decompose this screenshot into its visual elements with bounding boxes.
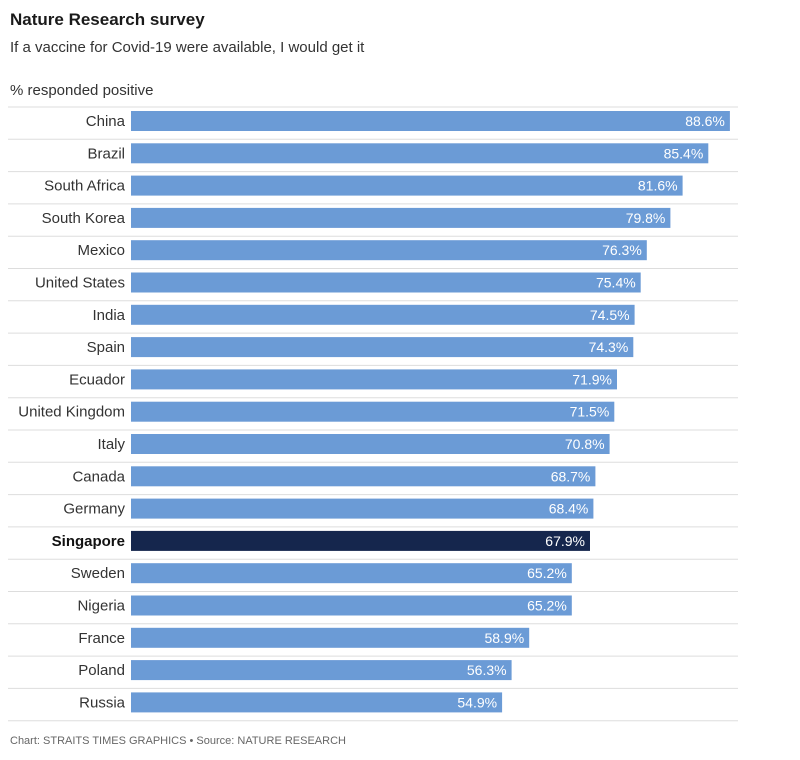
category-label-russia: Russia [79,694,126,711]
category-label-south-africa: South Africa [44,178,126,195]
chart-title: Nature Research survey [10,10,205,29]
category-label-ecuador: Ecuador [69,371,125,388]
category-label-germany: Germany [63,501,125,518]
units-label: % responded positive [10,82,154,99]
bar-france [131,627,530,648]
value-label-germany: 68.4% [549,501,589,517]
category-label-india: India [92,307,125,324]
bar-south-korea [131,207,671,228]
bar-ecuador [131,369,617,390]
chart-credit: Chart: STRAITS TIMES GRAPHICS • Source: … [10,735,346,747]
value-label-ecuador: 71.9% [572,371,612,387]
category-label-spain: Spain [87,339,125,356]
bar-singapore [131,530,590,551]
category-label-south-korea: South Korea [42,210,126,227]
category-label-united-states: United States [35,275,125,292]
bar-south-africa [131,175,683,196]
bar-italy [131,434,610,454]
category-label-france: France [78,630,125,647]
value-label-spain: 74.3% [589,339,629,355]
category-label-canada: Canada [72,468,125,485]
category-label-sweden: Sweden [71,565,125,582]
value-label-singapore: 67.9% [545,533,585,549]
value-label-india: 74.5% [590,307,630,323]
bar-united-states [131,272,641,293]
category-label-brazil: Brazil [87,145,125,162]
value-label-sweden: 65.2% [527,565,567,581]
value-label-south-africa: 81.6% [638,178,678,194]
bar-brazil [131,143,709,164]
value-label-russia: 54.9% [457,694,497,710]
value-label-south-korea: 79.8% [626,210,666,226]
bar-poland [131,660,512,681]
bar-russia [131,692,503,713]
category-label-china: China [86,113,126,130]
value-label-china: 88.6% [685,113,725,129]
value-label-mexico: 76.3% [602,242,642,258]
value-label-nigeria: 65.2% [527,598,567,614]
chart-subtitle: If a vaccine for Covid-19 were available… [10,39,365,56]
bar-china [131,111,730,131]
value-label-canada: 68.7% [551,468,591,484]
category-label-italy: Italy [97,436,125,453]
bar-germany [131,498,594,519]
value-label-brazil: 85.4% [664,145,704,161]
bar-nigeria [131,595,572,616]
value-label-italy: 70.8% [565,436,605,452]
category-label-united-kingdom: United Kingdom [18,404,125,421]
category-label-singapore: Singapore [52,533,125,550]
bar-chart: China 88.6% Brazil 85.4% South Africa 81.6% So… [8,106,738,722]
bar-canada [131,466,596,487]
bar-united-kingdom [131,401,615,422]
category-label-nigeria: Nigeria [77,598,125,615]
bar-india [131,304,635,325]
category-label-mexico: Mexico [77,242,125,259]
value-label-poland: 56.3% [467,662,507,678]
value-label-france: 58.9% [484,630,524,646]
bar-spain [131,337,634,358]
category-label-poland: Poland [78,662,125,679]
value-label-united-kingdom: 71.5% [570,404,610,420]
value-label-united-states: 75.4% [596,275,636,291]
bar-mexico [131,240,647,261]
bar-sweden [131,563,572,584]
